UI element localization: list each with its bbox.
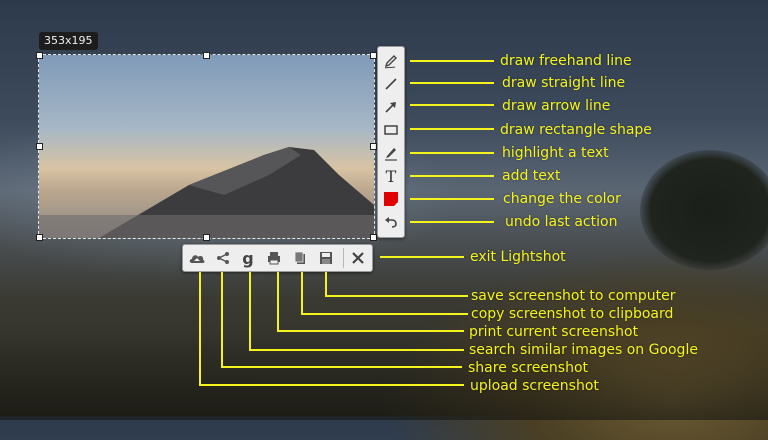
label-upload: upload screenshot	[470, 378, 599, 394]
color-swatch-icon	[384, 192, 398, 206]
upload-button[interactable]	[186, 247, 208, 269]
share-button[interactable]	[212, 247, 234, 269]
copy-icon	[294, 251, 305, 264]
background-tree	[640, 150, 768, 270]
close-icon	[352, 252, 364, 264]
resize-handle-top-right[interactable]	[370, 52, 377, 59]
drawing-toolbar: T	[377, 46, 405, 238]
label-color: change the color	[503, 191, 621, 207]
action-toolbar: g	[182, 244, 373, 272]
google-icon: g	[242, 248, 254, 268]
label-highlight: highlight a text	[502, 145, 609, 161]
line-tool-button[interactable]	[380, 73, 402, 95]
selection-border	[38, 54, 375, 239]
pencil-tool-button[interactable]	[380, 50, 402, 72]
save-button[interactable]	[315, 247, 337, 269]
resize-handle-top[interactable]	[203, 52, 210, 59]
label-share: share screenshot	[468, 360, 589, 376]
resize-handle-bottom-left[interactable]	[36, 234, 43, 241]
volcano-image	[39, 147, 374, 238]
text-icon: T	[385, 166, 397, 186]
google-search-button[interactable]: g	[237, 247, 259, 269]
color-picker-button[interactable]	[380, 188, 402, 210]
label-save: save screenshot to computer	[471, 288, 676, 304]
print-icon	[268, 252, 280, 265]
rectangle-icon	[384, 125, 398, 135]
share-icon	[217, 252, 229, 264]
text-tool-button[interactable]: T	[380, 165, 402, 187]
undo-icon	[385, 217, 397, 228]
toolbar-separator	[343, 248, 344, 268]
label-straight-line: draw straight line	[502, 75, 626, 91]
arrow-icon	[385, 102, 396, 113]
selection-size-badge: 353x195	[39, 32, 98, 50]
resize-handle-bottom[interactable]	[203, 234, 210, 241]
resize-handle-right[interactable]	[370, 143, 377, 150]
label-undo: undo last action	[505, 214, 618, 230]
undo-button[interactable]	[380, 211, 402, 233]
label-print: print current screenshot	[469, 324, 639, 340]
marker-tool-button[interactable]	[380, 142, 402, 164]
label-freehand: draw freehand line	[500, 53, 632, 69]
marker-icon	[385, 148, 397, 161]
resize-handle-left[interactable]	[36, 143, 43, 150]
line-icon	[385, 78, 397, 90]
label-google: search similar images on Google	[469, 342, 698, 358]
label-rectangle: draw rectangle shape	[500, 122, 652, 138]
resize-handle-bottom-right[interactable]	[370, 234, 377, 241]
label-exit: exit Lightshot	[470, 249, 566, 265]
label-copy: copy screenshot to clipboard	[471, 306, 674, 322]
cloud-upload-icon	[189, 255, 205, 263]
resize-handle-top-left[interactable]	[36, 52, 43, 59]
copy-button[interactable]	[289, 247, 311, 269]
rectangle-tool-button[interactable]	[380, 119, 402, 141]
selection-area[interactable]	[39, 55, 374, 238]
print-button[interactable]	[263, 247, 285, 269]
close-button[interactable]	[347, 247, 369, 269]
arrow-tool-button[interactable]	[380, 96, 402, 118]
pencil-icon	[384, 55, 397, 69]
label-arrow-line: draw arrow line	[502, 98, 611, 114]
label-add-text: add text	[502, 168, 561, 184]
save-icon	[320, 252, 332, 264]
